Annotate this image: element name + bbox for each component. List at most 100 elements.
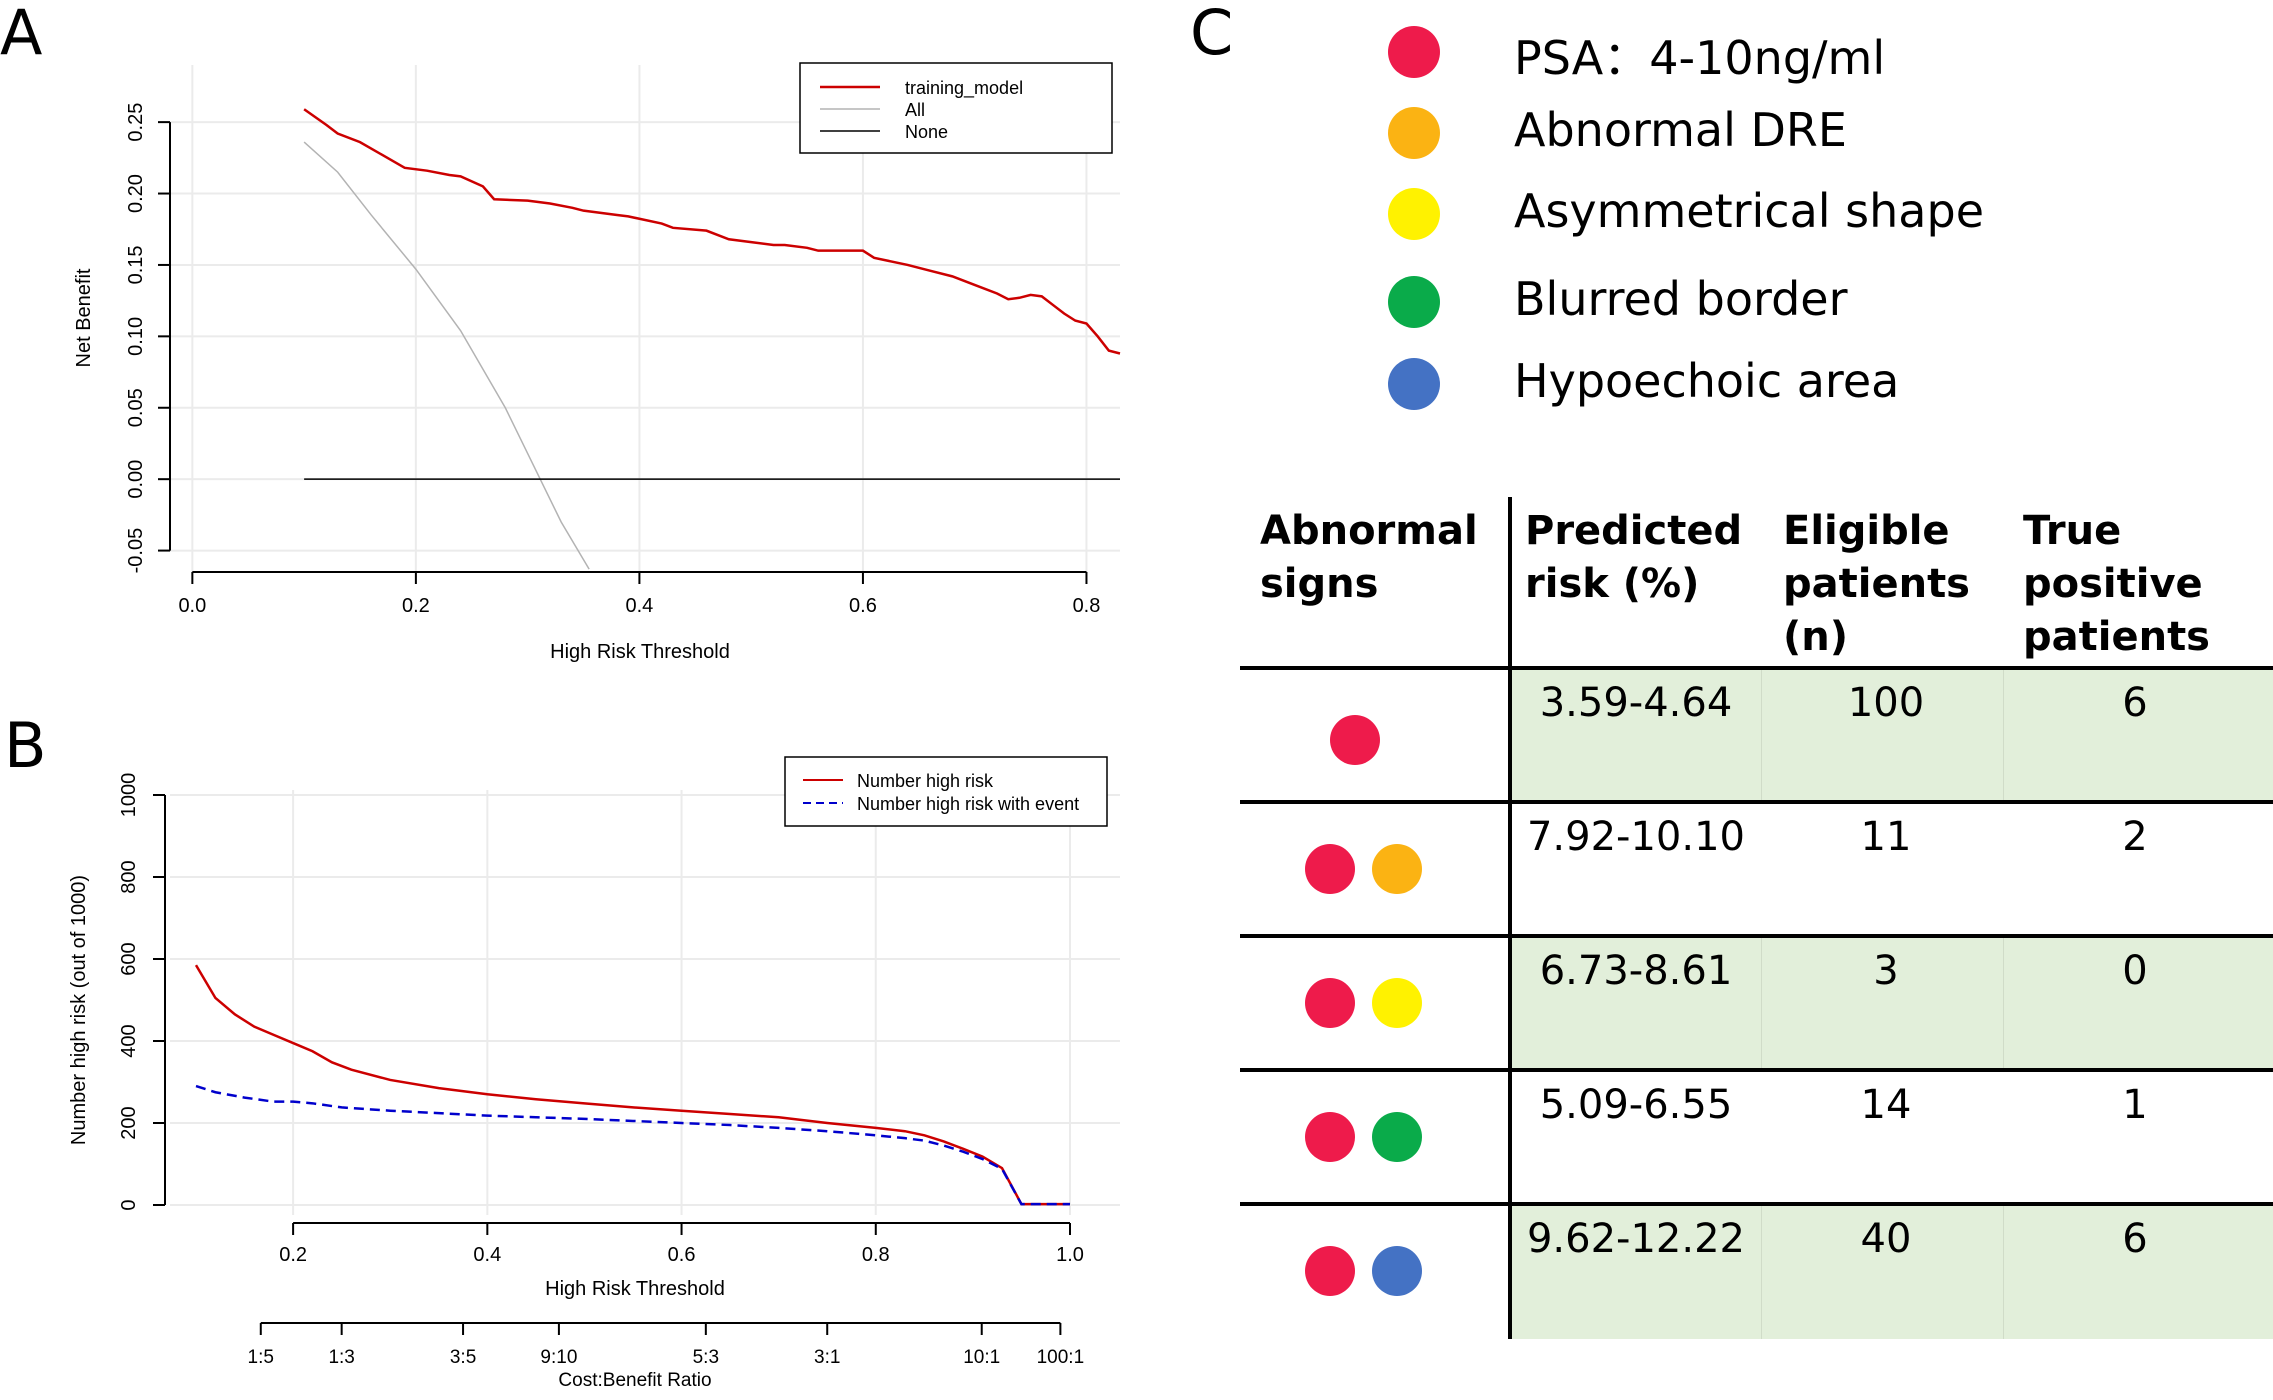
table-header: Predicted risk (%) bbox=[1525, 505, 1742, 611]
table-cell-separator bbox=[2003, 670, 2004, 803]
predicted-risk-cell: 9.62-12.22 bbox=[1526, 1216, 1745, 1262]
panel-c-letter: C bbox=[1190, 0, 1234, 69]
legend-label: PSA：4-10ng/ml bbox=[1514, 31, 1886, 85]
panel-c-risk-table: C PSA：4-10ng/ml Abnormal DRE Asymmetrical … bbox=[1180, 0, 2273, 1395]
predicted-risk-cell: 5.09-6.55 bbox=[1539, 1082, 1733, 1128]
x-axis-title: High Risk Threshold bbox=[550, 641, 730, 663]
clinical-impact-plot: 0.2 0.4 0.6 0.8 1.0 0 200 400 600 800 1000 High Ris… bbox=[68, 756, 1120, 1391]
y-tick-label: 0 bbox=[118, 1199, 140, 1210]
legend-box bbox=[799, 62, 1113, 154]
true-positive-cell: 6 bbox=[2122, 1216, 2148, 1262]
cost-benefit-tick-label: 1:3 bbox=[328, 1347, 354, 1368]
cost-benefit-tick-label: 100:1 bbox=[1037, 1347, 1085, 1368]
table-header-line: patients bbox=[1783, 561, 1970, 607]
predicted-risk-cell: 6.73-8.61 bbox=[1539, 948, 1733, 994]
table-vertical-divider bbox=[1508, 497, 1512, 1339]
legend-label: None bbox=[905, 122, 948, 142]
table-cell-separator bbox=[1761, 938, 1762, 1071]
true-positive-cell: 1 bbox=[2122, 1082, 2148, 1128]
cost-benefit-tick-label: 3:5 bbox=[450, 1347, 476, 1368]
cost-benefit-tick-label: 9:10 bbox=[540, 1347, 577, 1368]
table-header: Eligible patients (n) bbox=[1783, 505, 1970, 664]
true-positive-cell: 2 bbox=[2122, 814, 2148, 860]
legend-label: Hypoechoic area bbox=[1514, 354, 1900, 408]
table-header-line: True bbox=[2023, 508, 2122, 554]
abnormal-sign-dot bbox=[1372, 978, 1422, 1028]
table-header-line: Abnormal bbox=[1260, 508, 1478, 554]
predicted-risk-cell: 3.59-4.64 bbox=[1539, 680, 1733, 726]
table-row-border bbox=[1240, 800, 2273, 804]
legend-label: Blurred border bbox=[1514, 272, 1848, 326]
table-cell-separator bbox=[1761, 1206, 1762, 1339]
panel-a-net-benefit-chart: A 0.0 0.2 0.4 0.6 0.8 -0.05 0.00 0.05 0.10 0.15 0.… bbox=[0, 0, 1140, 680]
x-tick-label: 1.0 bbox=[1056, 1244, 1084, 1266]
table-row-shading bbox=[1512, 938, 2273, 1071]
x-tick-label: 0.4 bbox=[473, 1244, 501, 1266]
cost-benefit-tick-label: 3:1 bbox=[814, 1347, 840, 1368]
y-tick-label: 0.20 bbox=[125, 174, 147, 213]
legend-label: Abnormal DRE bbox=[1514, 103, 1847, 157]
abnormal-sign-dot bbox=[1372, 1112, 1422, 1162]
panel-a-letter: A bbox=[0, 0, 43, 69]
legend-label: Number high risk bbox=[857, 771, 994, 791]
y-tick-label: 0.05 bbox=[125, 388, 147, 427]
table-cell-separator bbox=[2003, 1206, 2004, 1339]
y-tick-label: 600 bbox=[118, 942, 140, 975]
table-row-shading bbox=[1512, 670, 2273, 803]
table-row-border bbox=[1240, 666, 2273, 670]
table-header-line: risk (%) bbox=[1525, 561, 1700, 607]
series-line-training-model bbox=[303, 108, 1121, 355]
table-cell-separator bbox=[2003, 938, 2004, 1071]
cost-benefit-tick-label: 5:3 bbox=[693, 1347, 719, 1368]
x-tick-label: 0.8 bbox=[862, 1244, 890, 1266]
y-axis-title: Net Benefit bbox=[73, 268, 95, 367]
abnormal-sign-dot bbox=[1372, 844, 1422, 894]
abnormal-sign-dot bbox=[1305, 1246, 1355, 1296]
y-tick-label: 800 bbox=[118, 860, 140, 893]
series-line-all bbox=[303, 141, 590, 570]
legend-box bbox=[784, 756, 1108, 827]
legend-dot bbox=[1388, 188, 1440, 240]
x-axis-title: High Risk Threshold bbox=[545, 1278, 725, 1300]
x-tick-label: 0.4 bbox=[626, 595, 654, 617]
legend-dot bbox=[1388, 26, 1440, 78]
y-tick-label: 400 bbox=[118, 1024, 140, 1057]
cost-benefit-tick-label: 10:1 bbox=[963, 1347, 1000, 1368]
table-header-line: Eligible bbox=[1783, 508, 1950, 554]
legend-label: Asymmetrical shape bbox=[1514, 184, 1984, 238]
table-header-line: (n) bbox=[1783, 614, 1849, 660]
abnormal-sign-dot bbox=[1330, 715, 1380, 765]
legend-dot bbox=[1388, 276, 1440, 328]
x-tick-label: 0.8 bbox=[1073, 595, 1101, 617]
legend-label: Number high risk with event bbox=[857, 794, 1079, 814]
table-row-border bbox=[1240, 1068, 2273, 1072]
table-row-border bbox=[1240, 1202, 2273, 1206]
cost-benefit-axis-title: Cost:Benefit Ratio bbox=[558, 1370, 711, 1391]
legend-label: All bbox=[905, 100, 925, 120]
eligible-patients-cell: 3 bbox=[1873, 948, 1899, 994]
abnormal-sign-dot bbox=[1305, 1112, 1355, 1162]
table-row-shading bbox=[1512, 1206, 2273, 1339]
table-header-line: Predicted bbox=[1525, 508, 1743, 554]
series-line-number-high-risk-with-event bbox=[195, 1084, 1070, 1206]
table-header: Abnormal signs bbox=[1260, 505, 1478, 611]
table-header-line: signs bbox=[1260, 561, 1379, 607]
abnormal-sign-dot bbox=[1305, 844, 1355, 894]
y-tick-label: 0.10 bbox=[125, 317, 147, 356]
legend-label: training_model bbox=[905, 78, 1023, 99]
net-benefit-plot: 0.0 0.2 0.4 0.6 0.8 -0.05 0.00 0.05 0.10 0.15 0.20… bbox=[73, 62, 1121, 663]
true-positive-cell: 6 bbox=[2122, 680, 2148, 726]
legend-dot bbox=[1388, 107, 1440, 159]
panel-b-clinical-impact-chart: B 0.2 0.4 0.6 0.8 1.0 0 200 400 600 800 1000 High R… bbox=[0, 680, 1140, 1395]
x-tick-label: 0.0 bbox=[178, 595, 206, 617]
table-header-line: positive bbox=[2023, 561, 2203, 607]
eligible-patients-cell: 11 bbox=[1860, 814, 1912, 860]
table-row-border bbox=[1240, 934, 2273, 938]
x-tick-label: 0.2 bbox=[279, 1244, 307, 1266]
x-tick-label: 0.2 bbox=[402, 595, 430, 617]
legend-dot bbox=[1388, 358, 1440, 410]
abnormal-sign-dot bbox=[1305, 978, 1355, 1028]
y-tick-label: 0.25 bbox=[125, 103, 147, 142]
x-tick-label: 0.6 bbox=[668, 1244, 696, 1266]
y-axis-title: Number high risk (out of 1000) bbox=[68, 875, 90, 1145]
